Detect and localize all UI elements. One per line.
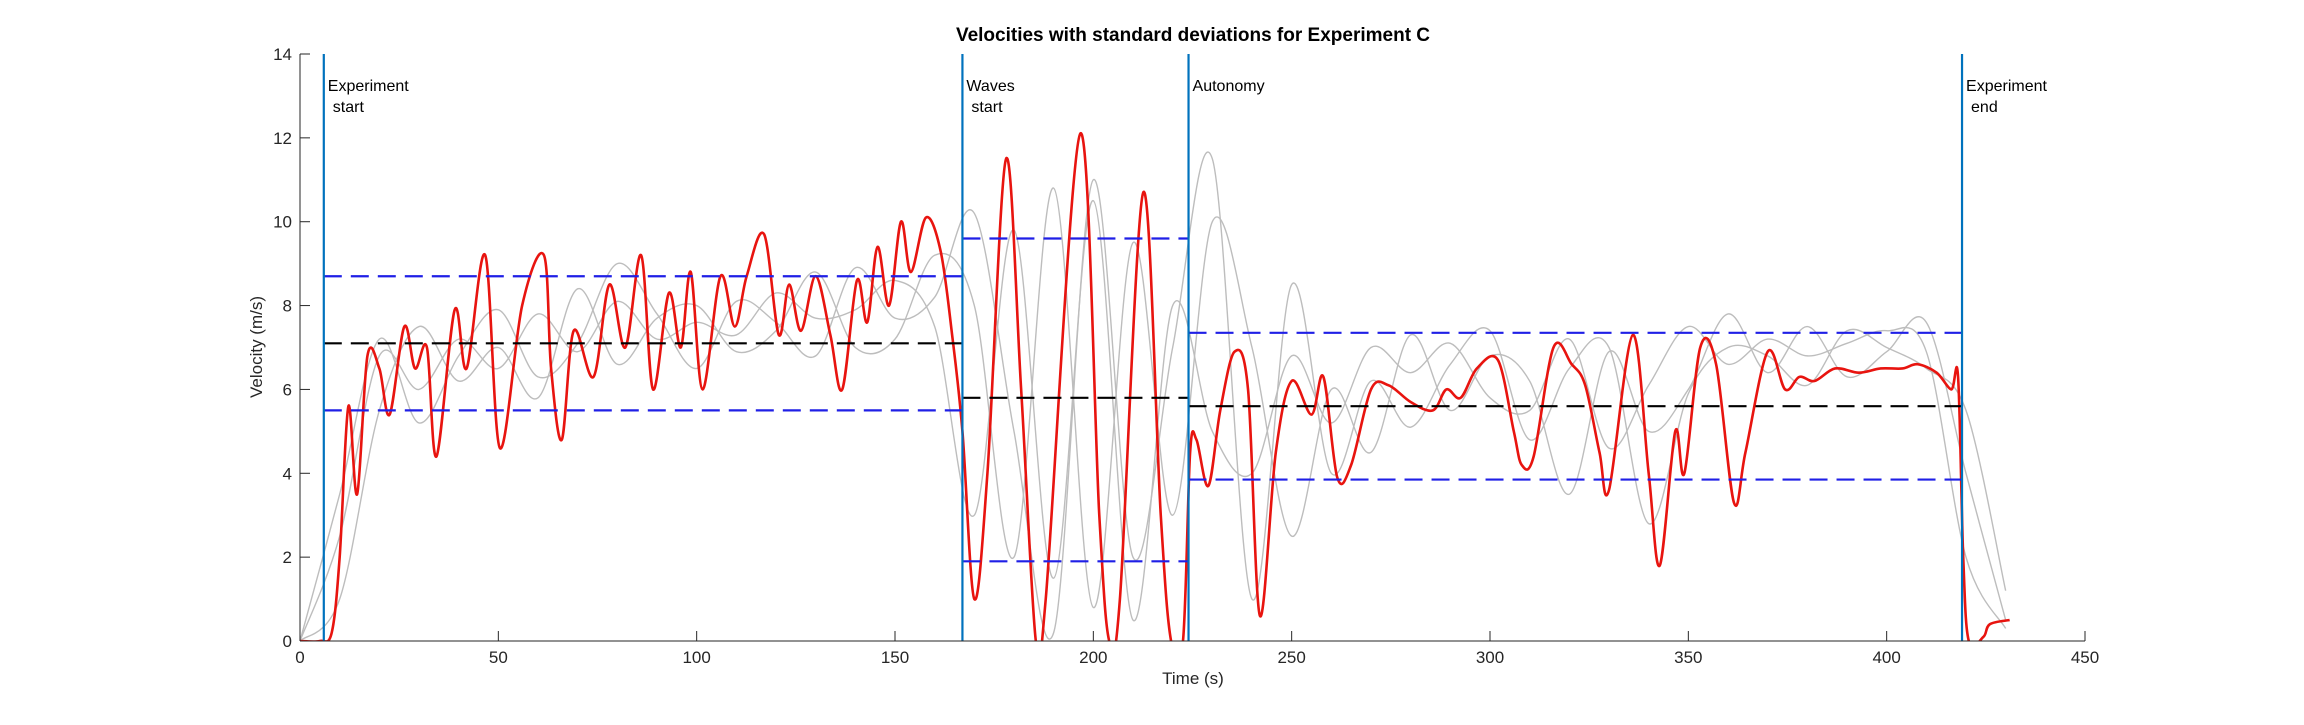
x-tick-label: 300 (1476, 648, 1504, 667)
y-tick-label: 2 (283, 548, 292, 567)
y-tick-label: 4 (283, 464, 292, 483)
run-line (300, 187, 2007, 641)
event-label: Autonomy (1193, 78, 1265, 95)
event-label: start (333, 99, 365, 116)
event-label: end (1971, 99, 1998, 116)
y-axis-label: Velocity (m/s) (247, 296, 266, 398)
x-tick-label: 150 (881, 648, 909, 667)
x-tick-label: 200 (1079, 648, 1107, 667)
x-axis-label: Time (s) (1162, 669, 1224, 688)
event-label: Waves (966, 78, 1014, 95)
plot-area (300, 132, 2010, 641)
x-tick-label: 250 (1277, 648, 1305, 667)
x-tick-label: 350 (1674, 648, 1702, 667)
y-tick-label: 0 (283, 632, 292, 651)
y-tick-label: 12 (273, 129, 292, 148)
event-label: Experiment (328, 78, 409, 95)
y-tick-label: 6 (283, 380, 292, 399)
y-tick-label: 8 (283, 297, 292, 316)
event-label: start (971, 99, 1003, 116)
event-label: Experiment (1966, 78, 2047, 95)
y-tick-label: 10 (273, 213, 292, 232)
x-tick-label: 100 (682, 648, 710, 667)
y-tick-label: 14 (273, 45, 292, 64)
x-tick-label: 450 (2071, 648, 2099, 667)
mean-line (300, 132, 2010, 641)
x-tick-label: 0 (295, 648, 304, 667)
x-tick-label: 400 (1872, 648, 1900, 667)
chart-title: Velocities with standard deviations for … (956, 25, 1430, 46)
run-line (300, 151, 2007, 641)
x-tick-label: 50 (489, 648, 508, 667)
